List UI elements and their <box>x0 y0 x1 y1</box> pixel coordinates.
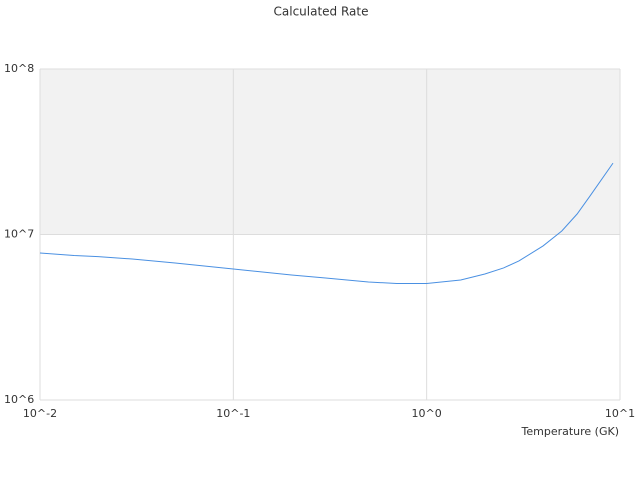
chart-title: Calculated Rate <box>274 5 369 19</box>
shaded-band <box>40 69 620 235</box>
y-tick-label: 10^6 <box>4 393 34 406</box>
y-tick-label: 10^7 <box>4 228 34 241</box>
x-axis-label: Temperature (GK) <box>521 425 620 438</box>
x-tick-label: 10^0 <box>412 407 442 420</box>
x-tick-label: 10^-1 <box>216 407 250 420</box>
x-tick-label: 10^-2 <box>23 407 57 420</box>
data-line <box>39 162 614 284</box>
y-tick-label: 10^8 <box>4 62 34 75</box>
x-tick-label: 10^1 <box>605 407 635 420</box>
